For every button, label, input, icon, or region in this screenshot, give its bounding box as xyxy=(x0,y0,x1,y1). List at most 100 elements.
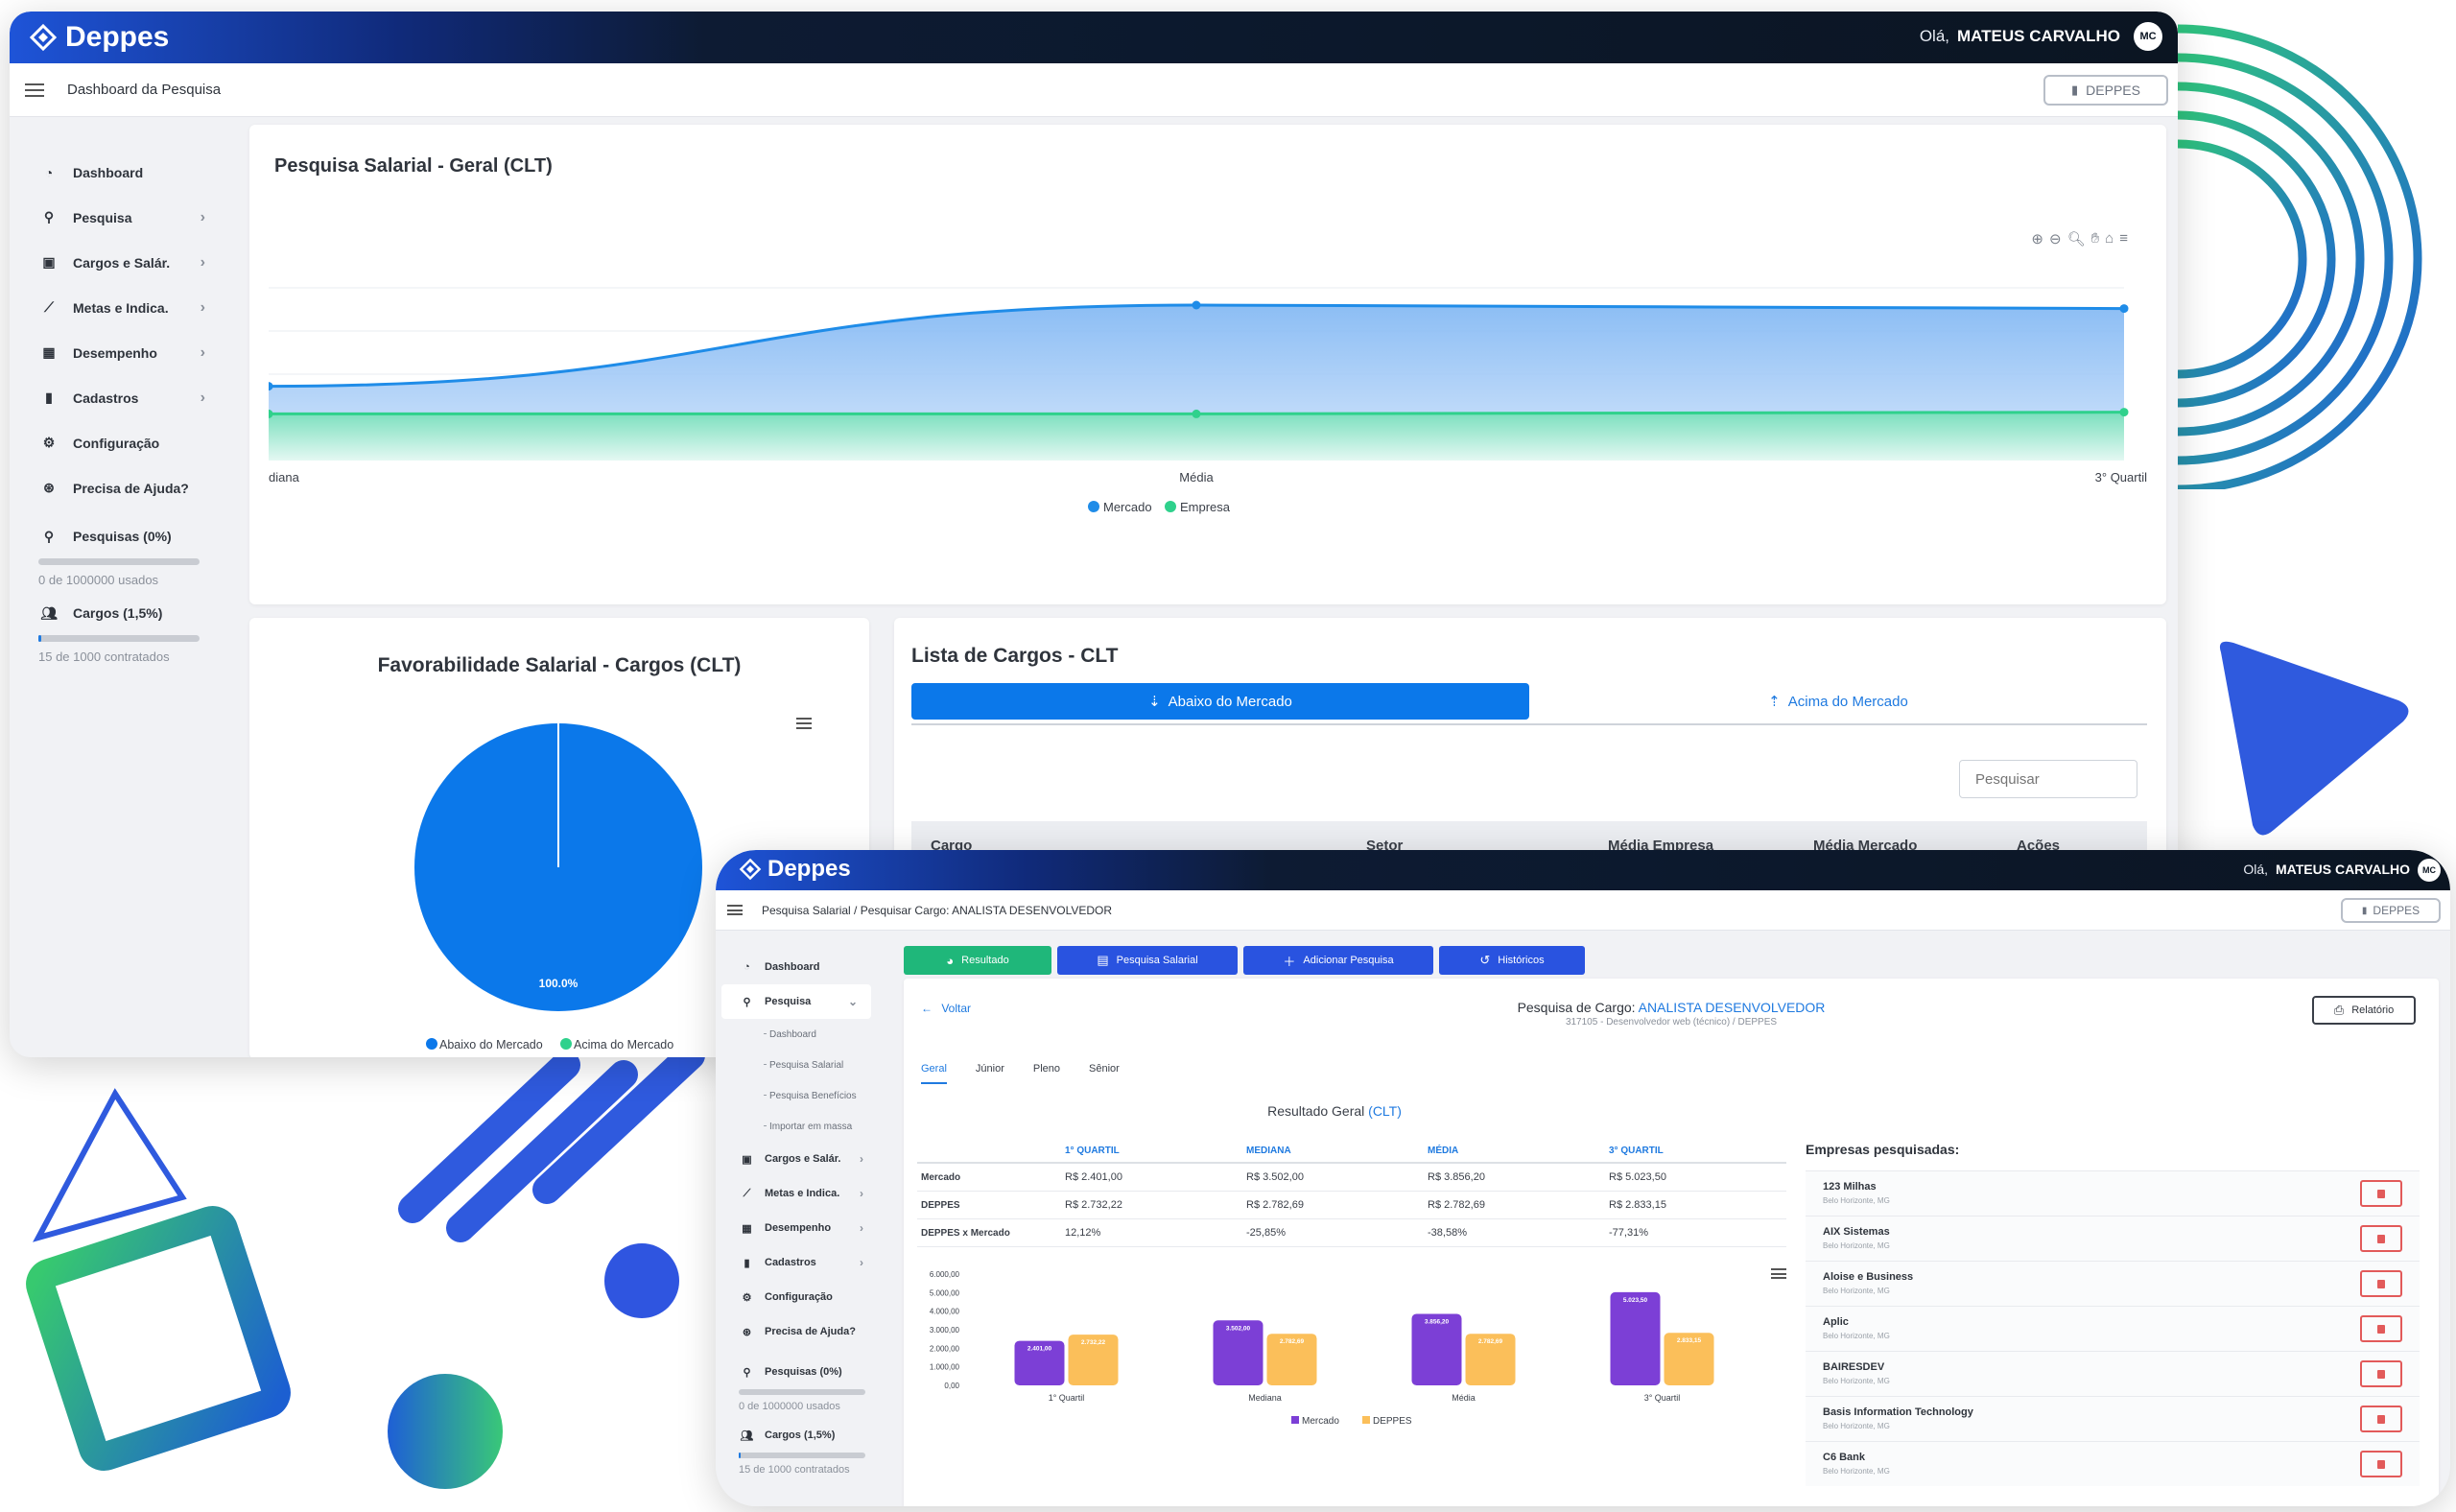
pan-hand-icon[interactable]: ✋︎ xyxy=(2090,230,2100,247)
zoom-out-icon[interactable]: ⊖ xyxy=(2048,231,2062,248)
data-point[interactable] xyxy=(269,409,273,418)
bar-chart: 0,00 1.000,00 2.000,00 3.000,00 4.000,00 5.00… xyxy=(930,1270,1714,1427)
sidebar-item-5[interactable]: ▮ Cadastros › xyxy=(716,1245,877,1280)
sidebar-item-2[interactable]: ▣ Cargos e Salár. › xyxy=(716,1142,877,1176)
bar-mercado[interactable] xyxy=(1411,1313,1462,1385)
legend-label[interactable]: Mercado xyxy=(1302,1416,1339,1427)
bar-deppes[interactable] xyxy=(1068,1335,1119,1385)
level-tabs: Geral Júnior Pleno Sênior xyxy=(921,1063,1148,1084)
sidebar-item-0[interactable]: ◔ Dashboard xyxy=(716,950,877,984)
bar-mercado[interactable] xyxy=(1610,1291,1661,1385)
magnifier-icon[interactable]: 🔍︎ xyxy=(2066,231,2086,248)
avatar[interactable]: MC xyxy=(2134,22,2162,51)
search-input[interactable] xyxy=(1959,760,2137,798)
sidebar-item-6[interactable]: ⚙ Configuração xyxy=(10,420,240,465)
chart-menu-icon[interactable]: ≡ xyxy=(2119,230,2128,247)
subnav-item-1[interactable]: Pesquisa Salarial xyxy=(716,1050,877,1080)
delete-company-button[interactable] xyxy=(2360,1315,2402,1342)
sidebar-item-2[interactable]: ▣ Cargos e Salár. › xyxy=(10,240,240,285)
menu-icon[interactable] xyxy=(727,905,743,915)
subnav-item-3[interactable]: Importar em massa xyxy=(716,1111,877,1142)
subnav-item-2[interactable]: Pesquisa Benefícios xyxy=(716,1080,877,1111)
tab-below-market[interactable]: ⇣ Abaixo do Mercado xyxy=(911,683,1529,720)
bar-mercado[interactable] xyxy=(1213,1320,1263,1385)
tab-pleno[interactable]: Pleno xyxy=(1032,1063,1061,1075)
tab-pesquisa-salarial[interactable]: ▤ Pesquisa Salarial xyxy=(1057,946,1238,975)
legend-marker xyxy=(1088,501,1099,512)
tab-pesquisa-salarial-label: Pesquisa Salarial xyxy=(1116,955,1198,966)
pie-menu-icon[interactable] xyxy=(796,718,812,729)
user-greeting[interactable]: Olá, MATEUS CARVALHO MC xyxy=(1920,22,2162,51)
sidebar-item-3[interactable]: ⟋ Metas e Indica. › xyxy=(10,285,240,330)
x-tick-label: 3° Quartil xyxy=(1644,1393,1681,1403)
column-setor[interactable]: Setor xyxy=(1366,837,1404,854)
user-name: MATEUS CARVALHO xyxy=(1957,27,2120,45)
delete-company-button[interactable] xyxy=(2360,1225,2402,1252)
company-button[interactable]: ▮ DEPPES xyxy=(2341,898,2441,923)
home-icon[interactable]: ⌂ xyxy=(2105,230,2114,247)
delete-company-button[interactable] xyxy=(2360,1270,2402,1297)
search-plus-icon: ⚲ xyxy=(43,528,55,544)
bookmark-icon: ▮ xyxy=(2361,905,2368,916)
bar-deppes[interactable] xyxy=(1266,1334,1317,1385)
bar-deppes[interactable] xyxy=(1465,1334,1516,1385)
tab-above-market[interactable]: ⇡ Acima do Mercado xyxy=(1529,683,2147,720)
company-button[interactable]: ▮ DEPPES xyxy=(2043,75,2168,106)
sidebar-item-7[interactable]: ⊛ Precisa de Ajuda? xyxy=(716,1314,877,1349)
data-point[interactable] xyxy=(2119,408,2129,417)
legend-label[interactable]: Acima do Mercado xyxy=(574,1038,673,1051)
delete-company-button[interactable] xyxy=(2360,1180,2402,1207)
tab-geral[interactable]: Geral xyxy=(921,1063,947,1084)
list-item: Aloise e Business Belo Horizonte, MG xyxy=(1806,1261,2420,1306)
report-button[interactable]: ⎙ Relatório xyxy=(2312,996,2416,1025)
sidebar-item-0[interactable]: ◔ Dashboard xyxy=(10,150,240,195)
back-link[interactable]: ← Voltar xyxy=(921,1002,971,1015)
table-cell: -25,85% xyxy=(1242,1218,1424,1247)
sidebar-item-7[interactable]: ⊛ Precisa de Ajuda? xyxy=(10,465,240,510)
result-title-tag: (CLT) xyxy=(1368,1103,1402,1119)
delete-company-button[interactable] xyxy=(2360,1406,2402,1432)
data-point[interactable] xyxy=(1192,300,1201,310)
delete-company-button[interactable] xyxy=(2360,1451,2402,1477)
sidebar-item-6[interactable]: ⚙ Configuração xyxy=(716,1280,877,1314)
tab-historicos[interactable]: ↺ Históricos xyxy=(1439,946,1585,975)
bar-deppes[interactable] xyxy=(1664,1333,1714,1385)
legend-label[interactable]: Empresa xyxy=(1180,500,1231,514)
column-cargo[interactable]: Cargo xyxy=(931,837,973,854)
bar-mercado[interactable] xyxy=(1014,1340,1065,1385)
data-point[interactable] xyxy=(269,382,273,391)
data-point[interactable] xyxy=(2119,304,2129,314)
sidebar-item-4[interactable]: ▦ Desempenho › xyxy=(10,330,240,375)
sidebar-item-3[interactable]: ⟋ Metas e Indica. › xyxy=(716,1176,877,1211)
sidebar-item-5[interactable]: ▮ Cadastros › xyxy=(10,375,240,420)
legend-label[interactable]: DEPPES xyxy=(1373,1416,1412,1427)
delete-company-button[interactable] xyxy=(2360,1360,2402,1387)
tab-junior[interactable]: Júnior xyxy=(975,1063,1004,1075)
chevron-right-icon: › xyxy=(200,389,205,406)
avatar[interactable]: MC xyxy=(2418,859,2441,882)
company-location: Belo Horizonte, MG xyxy=(1823,1332,1890,1340)
sidebar-item-4[interactable]: ▦ Desempenho › xyxy=(716,1211,877,1245)
legend-label[interactable]: Abaixo do Mercado xyxy=(439,1038,543,1051)
menu-icon[interactable] xyxy=(25,83,44,97)
sidebar-item-1[interactable]: ⚲ Pesquisa ⌄ xyxy=(721,984,871,1019)
bar-chart-menu-icon[interactable] xyxy=(1771,1268,1786,1279)
legend-label[interactable]: Mercado xyxy=(1103,500,1152,514)
data-point[interactable] xyxy=(1192,409,1201,418)
heading-role[interactable]: ANALISTA DESENVOLVEDOR xyxy=(1638,1000,1826,1015)
tab-resultado[interactable]: ◕ Resultado xyxy=(904,946,1051,975)
chevron-right-icon: › xyxy=(860,1152,863,1166)
column-media-empresa[interactable]: Média Empresa xyxy=(1608,837,1714,854)
subnav-item-0[interactable]: Dashboard xyxy=(716,1019,877,1050)
tab-adicionar-pesquisa[interactable]: ＋ Adicionar Pesquisa xyxy=(1243,946,1433,975)
brand-logo[interactable]: Deppes xyxy=(739,856,851,883)
user-greeting[interactable]: Olá, MATEUS CARVALHO MC xyxy=(2243,859,2441,882)
tab-senior[interactable]: Sênior xyxy=(1089,1063,1120,1075)
zoom-in-icon[interactable]: ⊕ xyxy=(2031,231,2043,248)
sidebar-item-1[interactable]: ⚲ Pesquisa › xyxy=(10,195,240,240)
bar-data-label: 3.502,00 xyxy=(1226,1325,1251,1332)
column-media-mercado[interactable]: Média Mercado xyxy=(1813,837,1918,854)
brand-logo[interactable]: Deppes xyxy=(29,21,169,54)
tab-divider xyxy=(911,723,2147,725)
user-name: MATEUS CARVALHO xyxy=(2276,862,2410,877)
